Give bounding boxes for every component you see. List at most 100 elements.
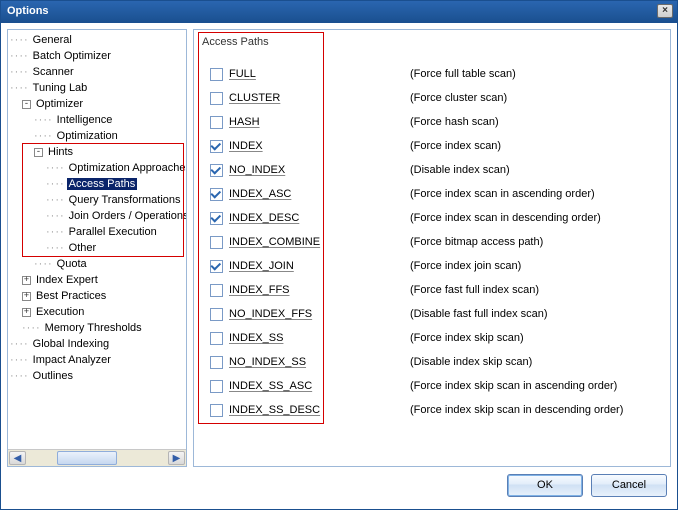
- option-row: INDEX(Force index scan): [200, 134, 664, 158]
- tree-node-label: Hints: [46, 146, 75, 158]
- option-description: (Force index scan in descending order): [410, 212, 601, 224]
- tree-node[interactable]: +Index Expert: [10, 272, 186, 288]
- option-name[interactable]: INDEX_DESC: [229, 212, 299, 224]
- scroll-left-icon[interactable]: ◀: [9, 451, 26, 465]
- horizontal-scrollbar[interactable]: ◀ ▶: [8, 449, 186, 466]
- tree-node-label: Memory Thresholds: [43, 322, 144, 334]
- tree-node[interactable]: ····Parallel Execution: [10, 224, 186, 240]
- option-checkbox[interactable]: [210, 236, 223, 249]
- tree-node[interactable]: ····Join Orders / Operations: [10, 208, 186, 224]
- tree-node[interactable]: -Hints: [10, 144, 186, 160]
- tree-node[interactable]: ····Optimization Approaches: [10, 160, 186, 176]
- scrollbar-track[interactable]: [27, 450, 167, 466]
- option-left: INDEX_ASC: [200, 188, 410, 201]
- collapse-icon[interactable]: -: [34, 148, 43, 157]
- tree-node[interactable]: -Optimizer: [10, 96, 186, 112]
- option-checkbox[interactable]: [210, 188, 223, 201]
- option-description: (Force bitmap access path): [410, 236, 543, 248]
- option-name[interactable]: FULL: [229, 68, 256, 80]
- tree-node-label: Optimization Approaches: [67, 162, 186, 174]
- expand-icon[interactable]: +: [22, 308, 31, 317]
- option-name[interactable]: INDEX_SS_ASC: [229, 380, 312, 392]
- tree-panel: ····General····Batch Optimizer····Scanne…: [7, 29, 187, 467]
- option-checkbox[interactable]: [210, 380, 223, 393]
- option-row: INDEX_DESC (Force index scan in descendin…: [200, 206, 664, 230]
- option-name[interactable]: INDEX_SS: [229, 332, 283, 344]
- tree-node[interactable]: ····Memory Thresholds: [10, 320, 186, 336]
- option-name[interactable]: INDEX_JOIN: [229, 260, 294, 272]
- tree-connector-icon: ····: [46, 162, 65, 174]
- option-name[interactable]: INDEX: [229, 140, 263, 152]
- tree-node[interactable]: ····Batch Optimizer: [10, 48, 186, 64]
- option-checkbox[interactable]: [210, 308, 223, 321]
- tree-node[interactable]: ····Other: [10, 240, 186, 256]
- option-checkbox[interactable]: [210, 140, 223, 153]
- tree-node[interactable]: ····Impact Analyzer: [10, 352, 186, 368]
- option-left: INDEX_DESC: [200, 212, 410, 225]
- close-icon[interactable]: ×: [657, 4, 673, 18]
- tree-node[interactable]: ····Outlines: [10, 368, 186, 384]
- option-name[interactable]: INDEX_COMBINE: [229, 236, 320, 248]
- option-left: INDEX_SS_DESC: [200, 404, 410, 417]
- tree-node-label: Execution: [34, 306, 86, 318]
- tree-node[interactable]: ····Optimization: [10, 128, 186, 144]
- option-row: NO_INDEX_SS (Disable index skip scan): [200, 350, 664, 374]
- option-checkbox[interactable]: [210, 404, 223, 417]
- option-checkbox[interactable]: [210, 92, 223, 105]
- tree-connector-icon: ····: [46, 210, 65, 222]
- option-checkbox[interactable]: [210, 260, 223, 273]
- option-description: (Force hash scan): [410, 116, 499, 128]
- items-container: FULL(Force full table scan) CLUSTER (Force…: [200, 62, 664, 422]
- expand-icon[interactable]: +: [22, 292, 31, 301]
- option-checkbox[interactable]: [210, 164, 223, 177]
- option-checkbox[interactable]: [210, 212, 223, 225]
- cancel-button[interactable]: Cancel: [591, 474, 667, 497]
- option-name[interactable]: INDEX_FFS: [229, 284, 290, 296]
- tree-connector-icon: ····: [34, 258, 53, 270]
- expand-icon[interactable]: +: [22, 276, 31, 285]
- option-name[interactable]: NO_INDEX: [229, 164, 285, 176]
- tree-node[interactable]: ····Tuning Lab: [10, 80, 186, 96]
- tree-node[interactable]: ····Access Paths: [10, 176, 186, 192]
- option-row: INDEX_SS(Force index skip scan): [200, 326, 664, 350]
- tree-node[interactable]: ····Query Transformations: [10, 192, 186, 208]
- option-row: INDEX_SS_DESC(Force index skip scan in d…: [200, 398, 664, 422]
- tree-node-label: Intelligence: [55, 114, 115, 126]
- option-checkbox[interactable]: [210, 356, 223, 369]
- tree-node-label: Impact Analyzer: [31, 354, 113, 366]
- tree-node[interactable]: ····Quota: [10, 256, 186, 272]
- tree-node[interactable]: ····Intelligence: [10, 112, 186, 128]
- option-row: FULL(Force full table scan): [200, 62, 664, 86]
- tree-node[interactable]: ····General: [10, 32, 186, 48]
- option-name[interactable]: CLUSTER: [229, 92, 280, 104]
- scrollbar-thumb[interactable]: [57, 451, 117, 465]
- option-left: FULL: [200, 68, 410, 81]
- tree-node[interactable]: +Best Practices: [10, 288, 186, 304]
- titlebar: Options ×: [1, 1, 677, 23]
- option-name[interactable]: NO_INDEX_SS: [229, 356, 306, 368]
- option-row: INDEX_COMBINE (Force bitmap access path): [200, 230, 664, 254]
- tree-node[interactable]: ····Global Indexing: [10, 336, 186, 352]
- option-name[interactable]: HASH: [229, 116, 260, 128]
- option-description: (Disable index skip scan): [410, 356, 532, 368]
- option-checkbox[interactable]: [210, 332, 223, 345]
- tree-connector-icon: ····: [46, 194, 65, 206]
- option-left: INDEX_COMBINE: [200, 236, 410, 249]
- ok-button[interactable]: OK: [507, 474, 583, 497]
- tree-scroll: ····General····Batch Optimizer····Scanne…: [8, 30, 186, 449]
- option-checkbox[interactable]: [210, 68, 223, 81]
- tree-connector-icon: ····: [46, 178, 65, 190]
- option-checkbox[interactable]: [210, 116, 223, 129]
- collapse-icon[interactable]: -: [22, 100, 31, 109]
- tree-node[interactable]: +Execution: [10, 304, 186, 320]
- tree-node-label: Best Practices: [34, 290, 108, 302]
- tree-node[interactable]: ····Scanner: [10, 64, 186, 80]
- option-description: (Force index scan in ascending order): [410, 188, 595, 200]
- option-name[interactable]: NO_INDEX_FFS: [229, 308, 312, 320]
- option-checkbox[interactable]: [210, 284, 223, 297]
- scroll-right-icon[interactable]: ▶: [168, 451, 185, 465]
- tree-node-label: Index Expert: [34, 274, 100, 286]
- option-left: HASH: [200, 116, 410, 129]
- option-name[interactable]: INDEX_ASC: [229, 188, 291, 200]
- option-name[interactable]: INDEX_SS_DESC: [229, 404, 320, 416]
